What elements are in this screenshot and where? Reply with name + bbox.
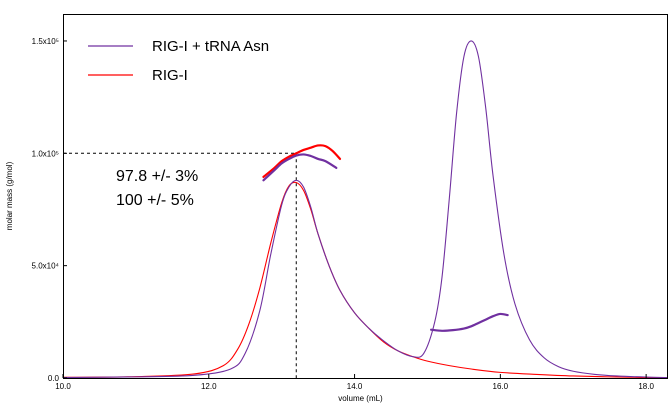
x-axis-ticks: 10.0 12.0 14.0 16.0 18.0 — [55, 374, 654, 391]
series-line-rig-i — [62, 181, 668, 379]
y-tick-label: 1.0x10⁵ — [32, 149, 59, 158]
y-axis-title: molar mass (g/mol) — [5, 161, 14, 230]
series-line-rig-i-trna-asn — [62, 40, 668, 379]
series-line-rig-i-molar-mass — [262, 144, 342, 178]
x-tick-label: 12.0 — [201, 382, 217, 391]
x-axis-title: volume (mL) — [338, 394, 383, 403]
legend-label-rig-i-trna-asn: RIG-I + tRNA Asn — [152, 38, 269, 55]
series-line-rig-i-trna-asn-molar-mass — [262, 153, 338, 182]
series-line-trna-peak-molar-mass — [430, 312, 509, 332]
x-tick-label: 10.0 — [55, 382, 71, 391]
series-layer — [62, 40, 668, 379]
annotation-mass-rig-i: 100 +/- 5% — [116, 192, 194, 209]
legend: RIG-I + tRNA Asn RIG-I — [88, 38, 269, 84]
y-tick-label: 1.5x10⁵ — [32, 37, 59, 46]
x-tick-label: 18.0 — [638, 382, 654, 391]
y-tick-label: 0.0 — [48, 374, 60, 383]
x-tick-label: 14.0 — [347, 382, 363, 391]
legend-label-rig-i: RIG-I — [152, 67, 188, 84]
annotation-mass-rig-i-trna: 97.8 +/- 3% — [116, 168, 198, 185]
y-axis-ticks: 0.0 5.0x10⁴ 1.0x10⁵ 1.5x10⁵ — [32, 37, 67, 383]
x-tick-label: 16.0 — [493, 382, 509, 391]
y-tick-label: 5.0x10⁴ — [32, 262, 60, 271]
reference-lines — [63, 152, 297, 378]
